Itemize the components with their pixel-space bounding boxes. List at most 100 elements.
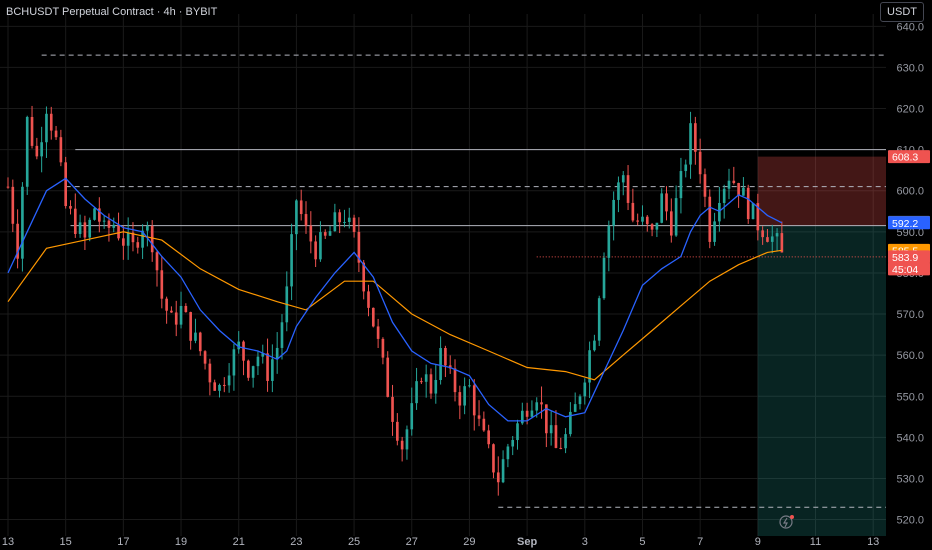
candle-body [391,396,394,422]
candle-body [189,312,192,341]
price-tag-label: 592.2 [892,218,918,230]
candle-body [554,425,558,448]
candle-body [242,341,245,361]
moving-averages [7,177,783,422]
candle-body [237,341,241,350]
price-axis[interactable]: 520.0530.0540.0550.0560.0570.0580.0590.0… [896,21,924,526]
candle-body [593,340,596,351]
candle-body [256,356,260,367]
y-tick-label: 530.0 [896,473,924,485]
candle-body [45,113,48,143]
candle-body [117,224,120,239]
candle-body [222,384,226,386]
candle-body [357,231,361,263]
x-tick-label: 27 [406,536,418,548]
candle-body [179,305,183,325]
candle-body [650,224,654,230]
candle-body [343,221,346,223]
candle-body [155,252,159,271]
candle-body [525,410,529,417]
candle-body [511,440,515,447]
candle-body [713,221,716,242]
candle-body [660,193,664,223]
y-tick-label: 540.0 [896,432,924,444]
candle-body [141,230,144,248]
candle-body [251,366,255,378]
candle-body [718,202,721,222]
candle-body [655,222,659,230]
candle-body [59,137,63,163]
candle-body [559,447,563,449]
candle-body [444,347,447,366]
x-tick-label: 19 [175,536,187,548]
price-tag: 608.3 [888,150,930,164]
price-tag-label: 45:04 [892,264,918,276]
candle-body [420,381,423,383]
candle-body [602,257,606,299]
currency-button[interactable]: USDT [880,2,924,22]
stop-loss-zone[interactable] [757,156,886,226]
candle-body [208,363,212,383]
candle-body [218,384,221,391]
candle-body [458,392,462,406]
x-tick-label: 15 [60,536,72,548]
y-tick-label: 590.0 [896,227,924,239]
candle-body [73,208,77,234]
candle-body [492,444,495,473]
x-tick-label: 29 [463,536,475,548]
candle-body [487,430,490,445]
candle-body [737,183,740,196]
candle-body [309,225,313,242]
y-tick-label: 600.0 [896,186,924,198]
candle-body [122,238,125,246]
price-tag-bg [888,216,930,230]
candle-body [6,186,10,188]
candle-body [453,368,457,393]
x-tick-label: 25 [348,536,360,548]
candle-body [93,208,96,220]
candle-body [742,187,745,196]
candle-body [352,217,356,232]
price-tag: 592.2 [888,216,930,230]
candle-body [669,211,673,236]
candle-body [102,220,106,222]
candle-body [247,360,250,378]
position-tool[interactable] [757,156,886,536]
ma-slow-line [7,231,782,381]
candle-body [535,402,539,411]
candle-body [463,386,466,406]
horizontal-lines[interactable] [41,54,886,508]
x-tick-label: 9 [755,536,761,548]
take-profit-zone[interactable] [757,225,886,536]
x-tick-label: 21 [233,536,245,548]
candle-body [732,180,736,184]
candle-body [333,212,337,232]
candle-body [146,225,149,231]
candle-body [290,234,293,287]
candle-body [698,151,702,175]
candle-body [472,385,476,416]
candle-body [126,232,130,246]
replay-icon[interactable] [779,515,794,529]
candle-body [679,171,683,199]
candle-body [295,200,298,235]
candle-body [83,222,87,238]
candle-body [482,418,486,431]
time-axis[interactable]: 13 15 17 19 21 23 25 27 29 Sep 3 5 7 9 11 13 [2,536,879,548]
candle-body [631,202,635,221]
x-tick-label: 7 [697,536,703,548]
candle-body [232,349,236,376]
candle-body [328,231,332,236]
candle-body [323,232,327,236]
candle-body [304,214,308,226]
candle-body [751,203,755,220]
x-tick-label: 5 [639,536,645,548]
candle-body [107,220,111,228]
candle-body [88,219,92,238]
candle-body [131,232,135,243]
y-tick-label: 550.0 [896,391,924,403]
candle-body [213,382,217,391]
candle-body [708,196,712,242]
